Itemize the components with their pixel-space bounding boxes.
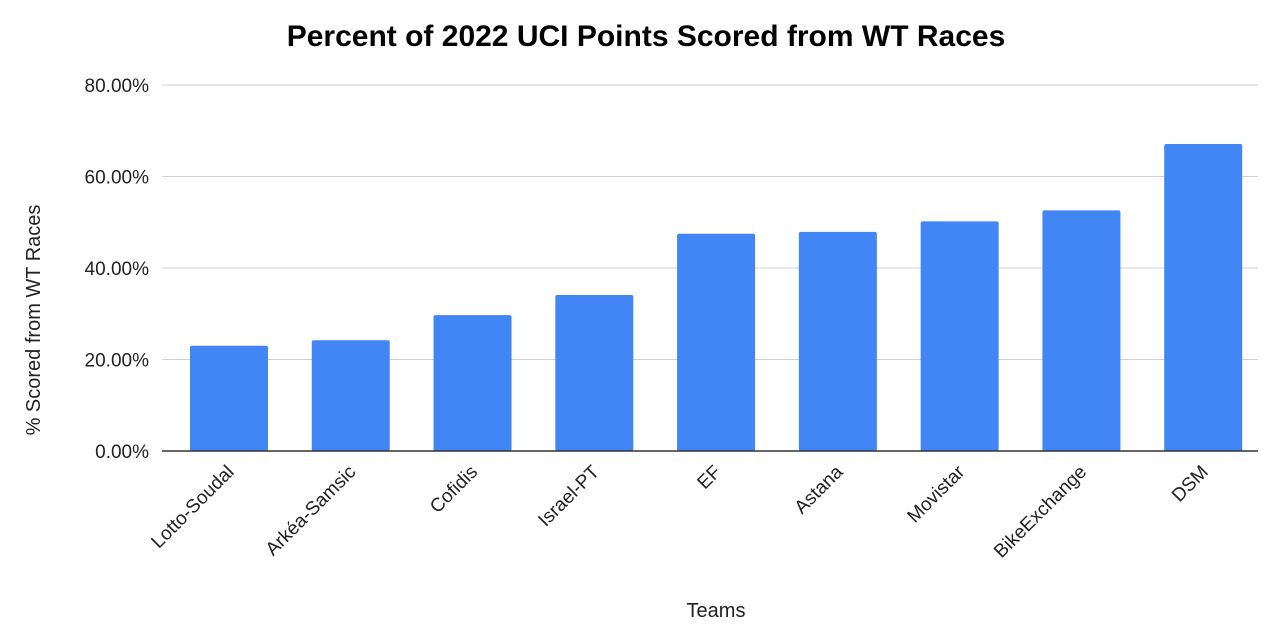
y-tick-label: 40.00% bbox=[85, 259, 150, 280]
chart-title: Percent of 2022 UCI Points Scored from W… bbox=[287, 20, 1006, 53]
x-tick-label: Arkéa-Samsic bbox=[262, 462, 360, 560]
x-tick-label: BikeExchange bbox=[990, 462, 1091, 563]
bar-astana bbox=[798, 231, 877, 451]
y-tick-label: 0.00% bbox=[95, 442, 149, 463]
y-tick-label: 20.00% bbox=[85, 351, 150, 372]
bar-cofidis bbox=[433, 315, 512, 451]
bar-dsm bbox=[1164, 144, 1243, 451]
y-tick-label: 80.00% bbox=[85, 76, 150, 97]
bar-israel-pt bbox=[555, 294, 634, 451]
x-tick-label: Cofidis bbox=[426, 462, 482, 518]
x-tick-label: DSM bbox=[1168, 462, 1213, 507]
y-tick-label: 60.00% bbox=[85, 168, 150, 189]
x-axis-title: Teams bbox=[687, 600, 746, 622]
bar-ark-a-samsic bbox=[311, 340, 390, 451]
x-axis-ticks: Lotto-Soudal Arkéa-Samsic Cofidis Israel-PT… bbox=[147, 461, 1212, 562]
x-tick-label: Movistar bbox=[904, 461, 970, 527]
bar-bikeexchange bbox=[1042, 210, 1121, 451]
bar-lotto-soudal bbox=[189, 345, 268, 451]
x-tick-label: EF bbox=[694, 462, 726, 494]
y-axis-title: % Scored from WT Races bbox=[23, 205, 45, 436]
x-tick-label: Israel-PT bbox=[534, 461, 604, 531]
bars bbox=[189, 144, 1243, 451]
x-tick-label: Lotto-Soudal bbox=[147, 462, 238, 553]
bar-movistar bbox=[920, 221, 999, 451]
x-tick-label: Astana bbox=[791, 461, 848, 518]
y-axis-ticks: 0.00% 20.00% 40.00% 60.00% 80.00% bbox=[85, 76, 150, 463]
bar-ef bbox=[677, 233, 756, 451]
